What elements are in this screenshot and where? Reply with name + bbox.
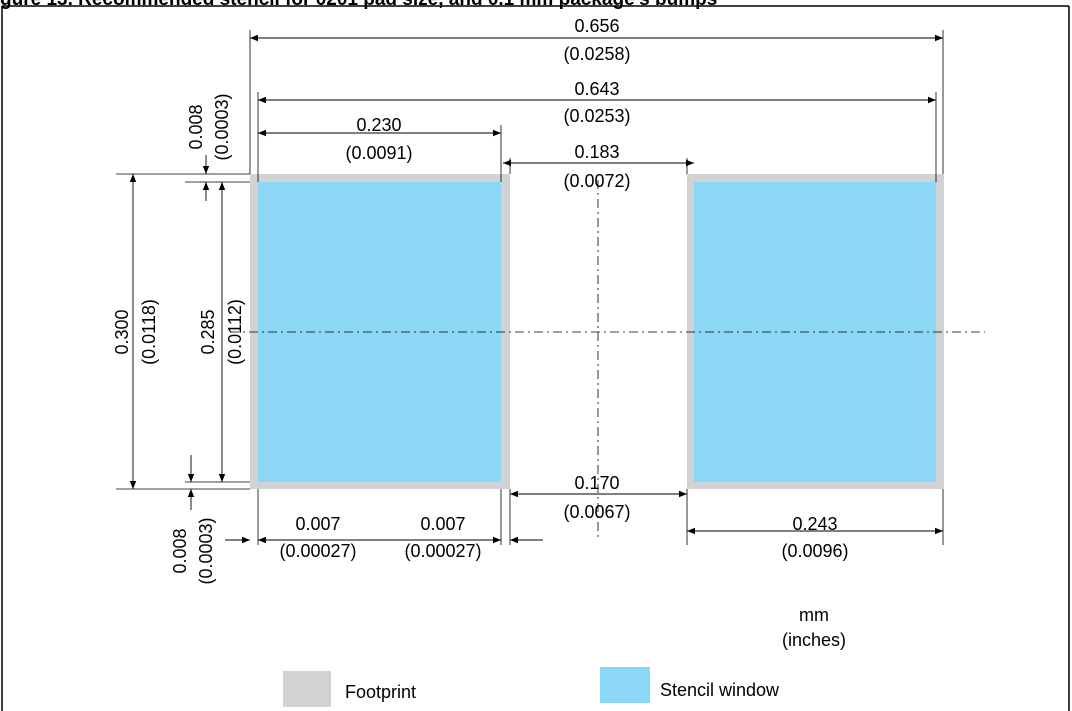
label-total-width-in: (0.0258) — [563, 44, 630, 64]
label-total-width-mm: 0.656 — [574, 16, 619, 36]
label-pad-height-in: (0.0118) — [139, 299, 159, 365]
dimension-arrows — [129, 34, 943, 544]
label-margin-left-mm: 0.007 — [295, 514, 340, 534]
units-secondary: (inches) — [782, 630, 846, 650]
label-top-offset-in: (0.0003) — [212, 93, 232, 160]
label-inner-width-mm: 0.643 — [574, 79, 619, 99]
figure-title: gure 13. Recommended stencil for 0201 pa… — [0, 0, 717, 11]
legend-label-stencil: Stencil window — [660, 680, 780, 700]
label-pad-width-in: (0.0091) — [345, 143, 412, 163]
label-right-stencil-width-in: (0.0096) — [781, 541, 848, 561]
label-stencil-gap-mm: 0.170 — [574, 473, 619, 493]
label-bottom-offset-mm: 0.008 — [170, 528, 190, 573]
label-margin-right-mm: 0.007 — [420, 514, 465, 534]
label-bottom-offset-in: (0.0003) — [196, 517, 216, 584]
label-stencil-height-mm: 0.285 — [198, 309, 218, 354]
units-primary: mm — [799, 605, 829, 625]
label-pad-height-mm: 0.300 — [112, 309, 132, 354]
label-pad-gap-in: (0.0072) — [563, 171, 630, 191]
label-stencil-height-in: (0.0112) — [225, 299, 245, 365]
vertical-labels: 0.300 (0.0118) 0.285 (0.0112) 0.008 (0.0… — [112, 93, 245, 584]
label-stencil-gap-in: (0.0067) — [563, 502, 630, 522]
legend: Footprint Stencil window — [283, 667, 780, 707]
legend-swatch-stencil — [600, 667, 650, 703]
label-margin-left-in: (0.00027) — [279, 541, 356, 561]
label-pad-gap-mm: 0.183 — [574, 142, 619, 162]
label-pad-width-mm: 0.230 — [356, 115, 401, 135]
label-margin-right-in: (0.00027) — [404, 541, 481, 561]
horizontal-labels: 0.656 (0.0258) 0.643 (0.0253) 0.230 (0.0… — [279, 16, 848, 650]
label-right-stencil-width-mm: 0.243 — [792, 514, 837, 534]
legend-label-footprint: Footprint — [345, 682, 416, 702]
label-inner-width-in: (0.0253) — [563, 106, 630, 126]
label-top-offset-mm: 0.008 — [186, 104, 206, 149]
legend-swatch-footprint — [283, 671, 331, 707]
